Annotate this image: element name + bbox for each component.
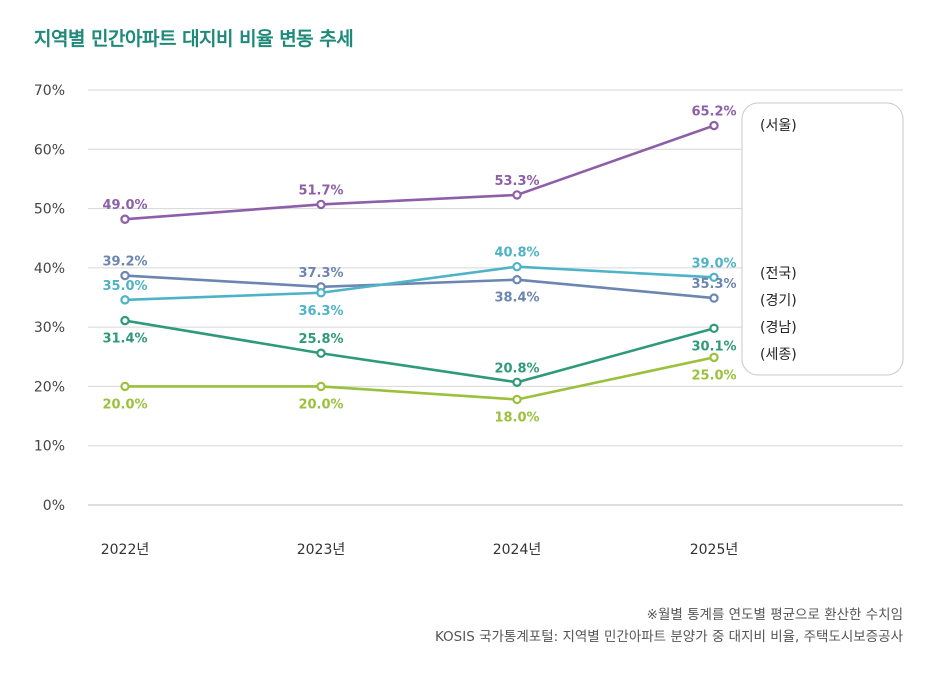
legend-box — [741, 102, 904, 376]
x-tick-label: 2025년 — [690, 542, 739, 558]
data-label: 35.0% — [102, 279, 147, 294]
data-label: 20.0% — [102, 397, 147, 412]
data-point — [120, 381, 130, 392]
data-label: 38.4% — [494, 291, 539, 306]
data-point — [512, 394, 522, 405]
series-line — [125, 356, 715, 401]
series-line — [124, 265, 715, 302]
data-point — [316, 288, 326, 298]
x-tick-label: 2022년 — [101, 542, 150, 558]
y-tick-label: 0% — [43, 498, 65, 514]
y-tick-label: 70% — [34, 83, 65, 99]
y-tick-label: 30% — [34, 320, 65, 336]
y-tick-label: 10% — [34, 439, 65, 455]
y-tick-label: 60% — [34, 142, 65, 158]
footnote: ※월별 통계를 연도별 평균으로 환산한 수치임 — [646, 607, 903, 623]
data-point — [316, 199, 326, 210]
data-label: 39.0% — [691, 256, 736, 271]
data-point — [709, 352, 719, 363]
data-labels: 49.0% 51.7% 53.3% 65.2% 39.2% 37.3% 38.4% 35.3%… — [102, 105, 736, 426]
data-point — [709, 120, 719, 131]
data-point — [120, 295, 130, 305]
data-label: 36.3% — [298, 304, 343, 319]
data-point — [709, 293, 719, 303]
data-label: 18.0% — [494, 410, 539, 425]
y-tick-label: 40% — [34, 261, 65, 277]
series-line — [124, 124, 715, 221]
data-point — [512, 190, 522, 200]
data-point — [709, 323, 719, 334]
x-tick-label: 2023년 — [297, 542, 346, 558]
source-note: KOSIS 국가통계포털: 지역별 민간아파트 분양가 중 대지비 비율, 주택… — [434, 629, 903, 645]
data-label: 37.3% — [298, 266, 343, 281]
legend-entry: (세종) — [760, 347, 797, 363]
legend-entry: (서울) — [760, 118, 797, 134]
data-label: 39.2% — [102, 255, 147, 270]
data-label: 31.4% — [102, 332, 147, 347]
y-tick-label: 50% — [34, 202, 65, 218]
data-point — [120, 315, 130, 326]
y-tick-label: 20% — [34, 379, 65, 395]
data-point — [120, 214, 130, 224]
legend-entry: (경남) — [760, 320, 797, 336]
data-point — [709, 272, 719, 283]
series-lines — [120, 120, 719, 405]
data-point — [120, 270, 130, 281]
data-label: 65.2% — [691, 105, 736, 120]
series-line — [124, 319, 715, 384]
data-label: 20.8% — [494, 361, 539, 376]
data-label: 53.3% — [494, 174, 539, 189]
data-label: 25.8% — [298, 332, 343, 347]
data-label: 51.7% — [298, 183, 343, 198]
data-label: 25.0% — [691, 368, 736, 383]
x-tick-label: 2024년 — [493, 542, 542, 558]
data-label: 20.0% — [298, 397, 343, 412]
data-point — [512, 275, 522, 285]
data-label: 30.1% — [691, 339, 736, 354]
legend: (서울) (전국) (경기) (경남) (세종) — [741, 102, 904, 376]
data-label: 49.0% — [102, 198, 147, 213]
data-point — [316, 381, 326, 392]
data-label: 35.3% — [691, 277, 736, 292]
x-axis: 2022년 2023년 2024년 2025년 — [101, 542, 739, 558]
legend-entry: (전국) — [760, 266, 797, 282]
chart-title: 지역별 민간아파트 대지비 비율 변동 추세 — [34, 28, 354, 50]
data-point — [512, 377, 522, 387]
legend-entry: (경기) — [760, 293, 797, 309]
series-line — [124, 274, 715, 300]
data-label: 40.8% — [494, 246, 539, 261]
data-point — [316, 348, 326, 358]
y-axis: 0% 10% 20% 30% 40% 50% 60% 70% — [34, 83, 65, 514]
data-point — [512, 261, 522, 272]
